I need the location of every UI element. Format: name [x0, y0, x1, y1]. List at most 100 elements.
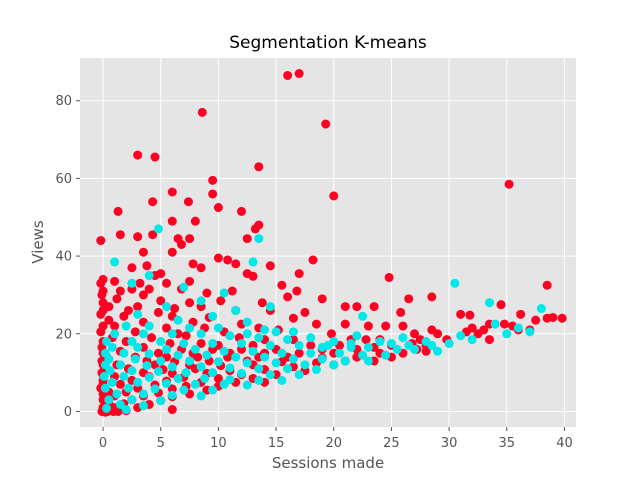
data-point — [242, 329, 252, 339]
data-point — [153, 307, 163, 317]
data-point — [329, 191, 339, 201]
data-point — [181, 368, 191, 378]
data-point — [283, 364, 293, 374]
data-point — [398, 333, 408, 343]
data-point — [248, 271, 258, 281]
data-point — [358, 311, 368, 321]
data-point — [260, 325, 270, 335]
data-point — [363, 356, 373, 366]
data-point — [208, 368, 218, 378]
data-point — [130, 354, 140, 364]
data-point — [173, 350, 183, 360]
data-point — [127, 263, 137, 273]
data-point — [516, 309, 526, 319]
data-point — [127, 337, 137, 347]
y-tick-label: 20 — [55, 327, 72, 342]
data-point — [542, 313, 552, 323]
data-point — [142, 261, 152, 271]
data-point — [213, 203, 223, 213]
data-point — [450, 278, 460, 288]
data-point — [196, 329, 206, 339]
data-point — [98, 274, 108, 284]
data-point — [142, 361, 152, 371]
y-axis-label: Views — [29, 220, 47, 264]
data-point — [179, 282, 189, 292]
data-point — [170, 304, 180, 314]
data-point — [190, 344, 200, 354]
data-point — [236, 368, 246, 378]
data-point — [112, 389, 122, 399]
data-point — [167, 384, 177, 394]
data-point — [148, 230, 158, 240]
data-point — [277, 348, 287, 358]
data-point — [138, 329, 148, 339]
data-point — [219, 288, 229, 298]
x-tick-label: 15 — [268, 436, 285, 451]
data-point — [181, 331, 191, 341]
data-point — [504, 179, 514, 189]
x-tick-label: 35 — [499, 436, 516, 451]
data-point — [185, 298, 195, 308]
data-point — [208, 338, 218, 348]
data-point — [127, 278, 137, 288]
data-point — [98, 321, 108, 331]
data-point — [119, 348, 129, 358]
y-tick-label: 40 — [55, 250, 72, 265]
data-point — [265, 370, 275, 380]
data-point — [98, 286, 108, 296]
data-point — [113, 406, 123, 416]
x-tick-label: 20 — [325, 436, 342, 451]
data-point — [213, 323, 223, 333]
data-point — [219, 346, 229, 356]
data-point — [196, 296, 206, 306]
data-point — [147, 333, 157, 343]
data-point — [335, 348, 345, 358]
data-point — [107, 342, 117, 352]
data-point — [100, 383, 110, 393]
data-point — [369, 302, 379, 312]
data-point — [153, 348, 163, 358]
data-point — [121, 321, 131, 331]
data-point — [156, 396, 166, 406]
data-point — [260, 352, 270, 362]
data-point — [173, 373, 183, 383]
data-point — [179, 338, 189, 348]
data-point — [133, 342, 143, 352]
data-point — [473, 329, 483, 339]
data-point — [421, 346, 431, 356]
data-point — [410, 329, 420, 339]
data-point — [294, 340, 304, 350]
data-point — [386, 338, 396, 348]
data-point — [254, 162, 264, 172]
data-point — [148, 197, 158, 207]
data-point — [242, 317, 252, 327]
data-point — [110, 321, 120, 331]
data-point — [257, 298, 267, 308]
data-point — [525, 327, 535, 337]
data-point — [167, 216, 177, 226]
data-point — [197, 107, 207, 117]
data-point — [162, 302, 172, 312]
data-point — [242, 380, 252, 390]
data-point — [340, 356, 350, 366]
data-point — [156, 356, 166, 366]
data-point — [185, 356, 195, 366]
data-point — [98, 298, 108, 308]
y-tick-labels: 0 20 40 60 80 — [55, 94, 80, 420]
data-point — [456, 331, 466, 341]
data-point — [196, 263, 206, 273]
data-point — [306, 340, 316, 350]
data-point — [150, 152, 160, 162]
data-point — [167, 247, 177, 257]
data-point — [227, 286, 237, 296]
data-point — [288, 313, 298, 323]
data-point — [231, 259, 241, 269]
data-point — [138, 401, 148, 411]
data-point — [133, 302, 143, 312]
x-tick-label: 25 — [383, 436, 400, 451]
data-point — [123, 383, 133, 393]
data-point — [294, 269, 304, 279]
data-point — [404, 294, 414, 304]
data-point — [133, 377, 143, 387]
data-point — [542, 280, 552, 290]
